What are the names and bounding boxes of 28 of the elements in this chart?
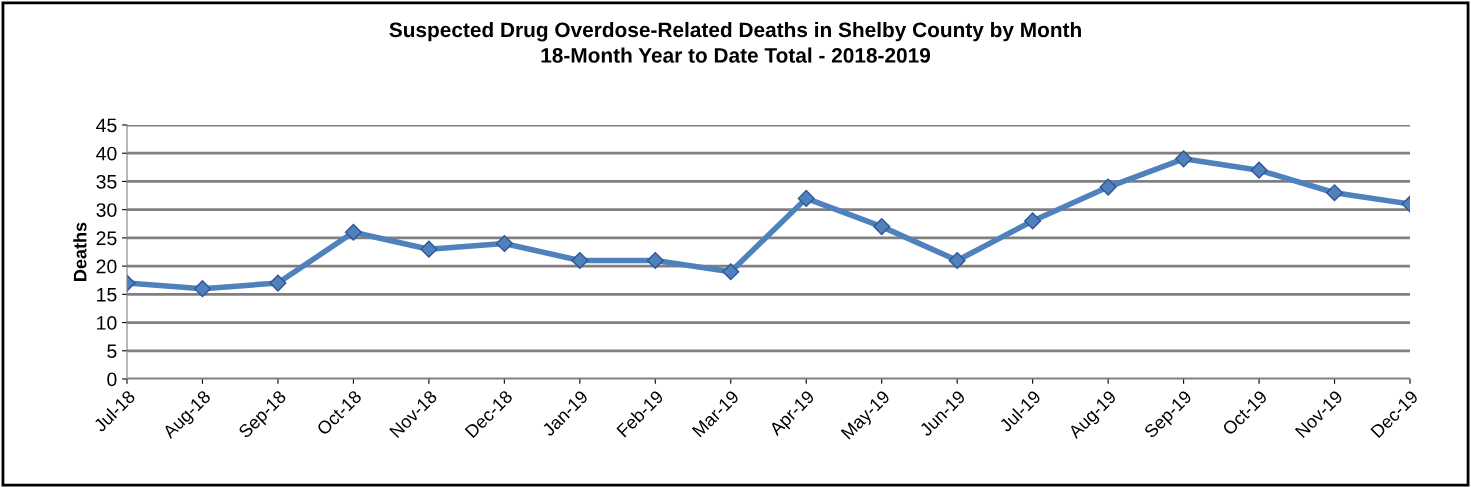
point: [722, 263, 740, 281]
y-tick-label: 20: [96, 259, 117, 274]
y-tick-label: 30: [96, 203, 117, 217]
point: [1325, 184, 1344, 202]
y-tick-label: 5: [107, 344, 117, 359]
chart-title: Suspected Drug Overdose-Related Deaths in Shelby County by Month 18-Month Year to Date Total - 2018-2019: [389, 21, 1081, 63]
point: [495, 234, 513, 253]
point: [420, 240, 438, 258]
y-tick-label: 40: [96, 146, 117, 161]
y-tick-label: 45: [96, 118, 117, 133]
point: [571, 251, 589, 270]
point: [1175, 150, 1193, 168]
y-tick-label: 25: [96, 231, 117, 246]
point: [344, 223, 362, 241]
point: [1024, 212, 1042, 230]
point: [948, 251, 966, 270]
point: [646, 251, 664, 270]
point: [797, 189, 815, 207]
point: [1250, 161, 1268, 179]
y-tick-label: 15: [97, 288, 117, 302]
y-tick-label: 35: [96, 174, 117, 189]
point: [193, 280, 212, 298]
point: [269, 274, 287, 292]
point: [1099, 178, 1117, 196]
y-tick-label: 0: [107, 372, 117, 387]
y-axis-title: Deaths: [73, 222, 87, 281]
point: [873, 218, 891, 236]
y-tick-label: 10: [97, 316, 117, 330]
